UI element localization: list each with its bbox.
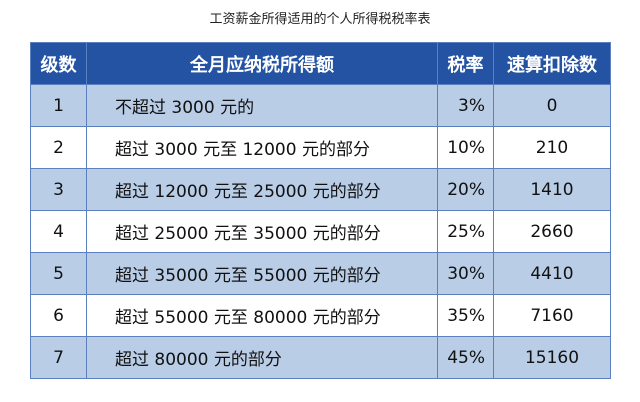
table-title: 工资薪金所得适用的个人所得税税率表 [209,12,431,27]
table-cell: 7 [30,336,87,379]
table-cell: 2 [30,126,87,169]
table-cell: 7160 [493,294,611,337]
table-cell: 3 [30,168,87,211]
tax-table: 级数 全月应纳税所得额 税率 速算扣除数 1 不超过 3000 元的 3% 0 2 超过 300… [30,42,611,379]
table-cell: 25% [437,210,494,253]
table-cell: 0 [493,84,611,127]
table-cell: 3% [437,84,494,127]
table-row: 4 超过 25000 元至 35000 元的部分 25% 2660 [30,210,611,253]
table-row: 6 超过 55000 元至 80000 元的部分 35% 7160 [30,294,611,337]
table-cell: 1 [30,84,87,127]
table-cell: 超过 55000 元至 80000 元的部分 [86,294,438,337]
table-cell: 45% [437,336,494,379]
table-cell: 超过 25000 元至 35000 元的部分 [86,210,438,253]
table-row: 1 不超过 3000 元的 3% 0 [30,84,611,127]
header-cell: 速算扣除数 [493,42,611,85]
table-cell: 5 [30,252,87,295]
header-cell: 税率 [437,42,494,85]
table-row: 3 超过 12000 元至 25000 元的部分 20% 1410 [30,168,611,211]
table-cell: 2660 [493,210,611,253]
table-row: 7 超过 80000 元的部分 45% 15160 [30,336,611,379]
header-cell: 全月应纳税所得额 [86,42,438,85]
table-cell: 4410 [493,252,611,295]
table-cell: 超过 80000 元的部分 [86,336,438,379]
table-row: 2 超过 3000 元至 12000 元的部分 10% 210 [30,126,611,169]
table-cell: 35% [437,294,494,337]
table-cell: 1410 [493,168,611,211]
table-cell: 210 [493,126,611,169]
table-cell: 10% [437,126,494,169]
table-cell: 超过 3000 元至 12000 元的部分 [86,126,438,169]
header-cell: 级数 [30,42,87,85]
table-cell: 不超过 3000 元的 [86,84,438,127]
table-cell: 20% [437,168,494,211]
table-row: 5 超过 35000 元至 55000 元的部分 30% 4410 [30,252,611,295]
table-cell: 超过 12000 元至 25000 元的部分 [86,168,438,211]
table-cell: 15160 [493,336,611,379]
table-cell: 4 [30,210,87,253]
table-cell: 6 [30,294,87,337]
table-cell: 超过 35000 元至 55000 元的部分 [86,252,438,295]
table-body: 1 不超过 3000 元的 3% 0 2 超过 3000 元至 12000 元的部分 10%… [30,84,611,379]
table-cell: 30% [437,252,494,295]
header-row: 级数 全月应纳税所得额 税率 速算扣除数 [30,42,611,85]
